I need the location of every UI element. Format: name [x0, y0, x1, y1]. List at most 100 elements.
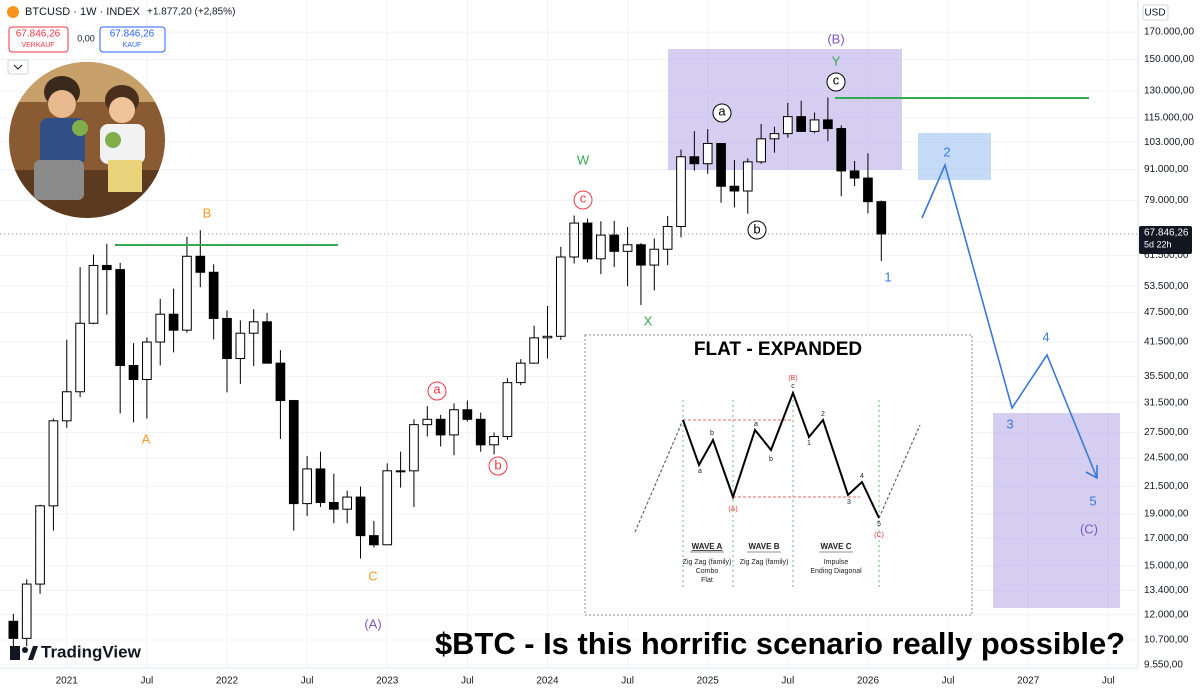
wave-label: 3: [1006, 416, 1013, 431]
inset-label: 4: [860, 473, 864, 480]
inset-label: 2: [821, 411, 825, 418]
candle-body: [168, 313, 179, 331]
candle-body: [409, 424, 419, 472]
inset-trend: [634, 419, 684, 533]
candle-body: [596, 234, 606, 260]
candle-body: [863, 177, 873, 203]
wave-circle: [747, 220, 767, 240]
bid-label: VERKAUF: [21, 42, 54, 49]
y-tick-label: 170.000,00: [1144, 27, 1194, 38]
candle-body: [729, 185, 740, 192]
candle-body: [248, 321, 259, 334]
inset-heading: WAVE A: [692, 542, 723, 551]
wave-label: X: [644, 313, 653, 328]
buy-button[interactable]: [99, 26, 166, 53]
y-tick-label: 130.000,00: [1144, 86, 1194, 97]
candle-body: [782, 116, 793, 135]
inset-trend: [878, 424, 921, 519]
candle-body: [182, 255, 192, 331]
x-tick-label: Jul: [140, 676, 153, 687]
candle-body: [849, 170, 860, 179]
candle-body: [542, 335, 553, 339]
inset-note: Combo: [696, 568, 719, 575]
wave-circle: [427, 381, 447, 401]
candle-body: [769, 133, 780, 140]
candle-body: [222, 317, 232, 360]
wave-label: 4: [1042, 329, 1049, 344]
candle-body: [716, 142, 726, 187]
candle-body: [128, 364, 139, 380]
wave-label: c: [580, 190, 587, 205]
ask-label: KAUF: [123, 42, 142, 49]
x-tick-label: 2023: [376, 676, 399, 687]
axes: 170.000,00150.000,00130.000,00115.000,00…: [0, 27, 1194, 687]
inset-title: FLAT - EXPANDED: [694, 339, 862, 360]
wave-label: B: [203, 205, 212, 220]
wave-label: a: [433, 381, 441, 396]
avatar: [9, 62, 165, 218]
collapse-icon: [13, 64, 23, 70]
x-tick-label: Jul: [301, 676, 314, 687]
candle-body: [101, 264, 112, 271]
candle-body: [195, 255, 206, 273]
wave-circle: [573, 190, 593, 210]
wave-labels: B A C (A) (B) (C) W X Y a b c a b c 1 2 …: [142, 31, 1098, 631]
x-tick-label: 2022: [216, 676, 239, 687]
candle-body: [836, 128, 847, 172]
last-price-label: 67.846,26: [1144, 228, 1189, 239]
projection-path: [921, 162, 1098, 479]
inset-label: b: [769, 456, 773, 463]
projection-arrow: [1085, 465, 1098, 480]
branding: TradingView: [10, 642, 142, 661]
candle-body: [569, 222, 580, 258]
inset-wave: [682, 390, 880, 519]
candle-body: [302, 468, 312, 505]
inset-label: (C): [874, 532, 884, 539]
candle-body: [502, 382, 513, 438]
inset-label: a: [698, 468, 702, 475]
candle-body: [48, 420, 59, 507]
y-tick-label: 150.000,00: [1144, 54, 1194, 65]
inset-note: Zig Zag (family): [740, 559, 789, 566]
y-tick-label: 13.400,00: [1144, 585, 1189, 596]
y-tick-label: 35.500,00: [1144, 371, 1189, 382]
last-price-tag: [1139, 225, 1192, 254]
wave-label: W: [577, 152, 590, 167]
y-tick-label: 21.500,00: [1144, 481, 1189, 492]
x-tick-label: 2027: [1017, 676, 1040, 687]
y-tick-label: 53.500,00: [1144, 281, 1189, 292]
candle-body: [422, 418, 433, 426]
wave-label: b: [753, 221, 760, 236]
candle-body: [382, 470, 393, 546]
candle-body: [262, 321, 272, 364]
inset-label: 3: [847, 499, 851, 506]
candle-body: [315, 468, 326, 503]
candle-body: [235, 332, 246, 360]
header: BTCUSD · 1W · INDEX +1.877,20 (+2,85%) 6…: [7, 6, 235, 75]
inset-note: Flat: [701, 577, 713, 584]
candle-body: [876, 201, 887, 235]
wave-label: 1: [884, 269, 891, 284]
wave-label: A: [142, 431, 151, 446]
candle-body: [342, 496, 353, 510]
wave-label: Y: [832, 53, 841, 68]
wave-label: (B): [827, 31, 844, 46]
collapse-button[interactable]: [7, 59, 29, 75]
x-tick-label: 2025: [697, 676, 720, 687]
candle-body: [662, 225, 673, 250]
wave-circle: [712, 103, 732, 123]
candle-body: [809, 119, 820, 132]
inset: FLAT - EXPANDED (B) c a b a b 1 2 3 4 5 …: [584, 334, 973, 616]
currency-button[interactable]: [1142, 4, 1169, 21]
inset-note: Impulse: [824, 559, 849, 566]
x-tick-label: Jul: [781, 676, 794, 687]
candle-body: [288, 400, 299, 505]
symbol: BTCUSD · 1W · INDEX: [25, 6, 141, 18]
x-tick-label: Jul: [1102, 676, 1115, 687]
wave-label: C: [368, 568, 377, 583]
sell-button[interactable]: [8, 26, 69, 53]
y-tick-label: 41.500,00: [1144, 337, 1189, 348]
zone-2: [918, 133, 991, 180]
x-tick-label: 2024: [536, 676, 559, 687]
